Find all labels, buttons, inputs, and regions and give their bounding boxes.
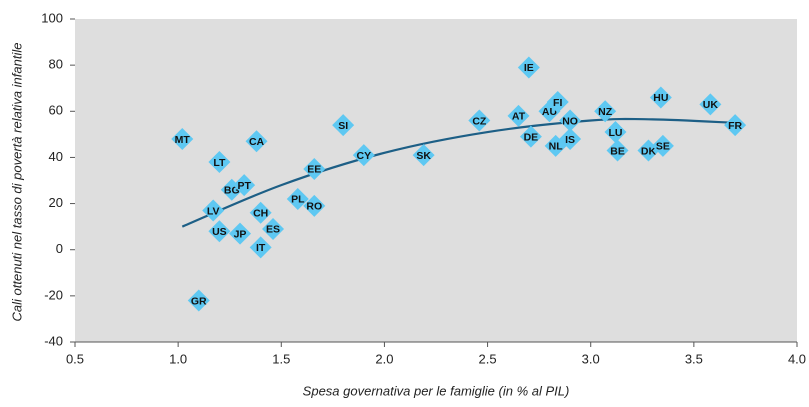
point	[606, 139, 629, 162]
y-tick-label: 60	[49, 103, 63, 118]
point	[233, 174, 256, 197]
point-label: CA	[249, 136, 265, 148]
point-label: CY	[357, 150, 372, 162]
x-tick-label: 3.5	[685, 351, 703, 366]
point-label: IT	[256, 242, 266, 254]
point-label: SK	[416, 150, 431, 162]
point	[724, 114, 747, 137]
point-label: RO	[306, 201, 322, 213]
point	[245, 130, 268, 153]
point	[594, 100, 617, 123]
point-label: PT	[237, 180, 251, 192]
point	[546, 91, 569, 114]
point-label: NL	[549, 141, 564, 153]
point	[332, 114, 355, 137]
point-label: JP	[234, 228, 247, 240]
y-tick-label: 40	[49, 149, 63, 164]
y-axis-title: Cali ottenuti nel tasso di povertà relat…	[9, 43, 24, 322]
point-label: FR	[728, 120, 742, 132]
point-label: LU	[608, 127, 622, 139]
point	[208, 151, 231, 174]
point-label: MT	[175, 134, 191, 146]
point-label: US	[212, 226, 227, 238]
y-tick-label: -40	[44, 333, 63, 348]
y-tick-label: 100	[41, 10, 63, 25]
point-label: LT	[213, 157, 226, 169]
plot-area	[75, 19, 797, 342]
point	[229, 222, 252, 245]
point	[249, 236, 272, 259]
y-tick-label: 0	[56, 241, 63, 256]
point	[468, 109, 491, 132]
point	[507, 104, 530, 127]
point	[519, 125, 542, 148]
point	[352, 144, 375, 167]
point	[699, 93, 722, 116]
point	[286, 187, 309, 210]
x-tick-label: 4.0	[788, 351, 806, 366]
point-label: FI	[553, 97, 562, 109]
point-label: CH	[253, 208, 268, 220]
point	[303, 157, 326, 180]
x-tick-label: 1.0	[169, 351, 187, 366]
point-label: DE	[524, 131, 539, 143]
point	[208, 220, 231, 243]
point	[187, 289, 210, 312]
point-label: SE	[656, 141, 670, 153]
point-label: GR	[191, 295, 207, 307]
y-tick-label: 80	[49, 57, 63, 72]
point-label: CZ	[472, 115, 487, 127]
point-label: EE	[307, 164, 321, 176]
point	[649, 86, 672, 109]
point-label: PL	[291, 194, 305, 206]
point	[559, 109, 582, 132]
point-label: BE	[610, 145, 625, 157]
x-axis-title: Spesa governativa per le famiglie (in % …	[303, 383, 570, 398]
point	[249, 201, 272, 224]
x-tick-label: 0.5	[66, 351, 84, 366]
point	[171, 127, 194, 150]
point-label: LV	[207, 205, 220, 217]
point	[517, 56, 540, 79]
y-tick-label: 20	[49, 195, 63, 210]
point-label: ES	[266, 224, 280, 236]
point	[559, 127, 582, 150]
point-label: DK	[641, 145, 657, 157]
y-tick-label: -20	[44, 287, 63, 302]
point	[651, 134, 674, 157]
point-label: AU	[542, 106, 557, 118]
point-label: IE	[524, 62, 534, 74]
point-label: IS	[565, 134, 575, 146]
point-label: NO	[562, 115, 578, 127]
x-tick-label: 2.5	[479, 351, 497, 366]
point-label: UK	[703, 99, 719, 111]
point-label: NZ	[598, 106, 613, 118]
x-tick-label: 1.5	[272, 351, 290, 366]
point-label: SI	[338, 120, 348, 132]
trend-line	[181, 117, 736, 228]
x-tick-label: 2.0	[375, 351, 393, 366]
point	[412, 144, 435, 167]
point	[202, 199, 225, 222]
point-label: AT	[512, 111, 526, 123]
point-label: HU	[653, 92, 668, 104]
point	[604, 121, 627, 144]
point	[303, 194, 326, 217]
x-tick-label: 3.0	[582, 351, 600, 366]
point	[262, 217, 285, 240]
